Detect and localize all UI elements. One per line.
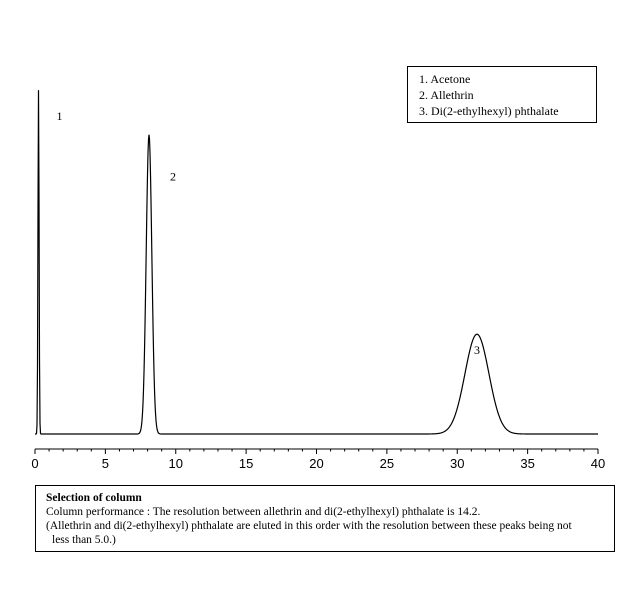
x-tick-label: 30 (450, 456, 464, 471)
x-tick-label: 0 (31, 456, 38, 471)
x-tick-label: 10 (169, 456, 183, 471)
note-line: (Allethrin and di(2-ethylhexyl) phthalat… (46, 520, 572, 532)
x-tick-label: 20 (309, 456, 323, 471)
x-tick-label: 15 (239, 456, 253, 471)
note-title: Selection of column (46, 492, 142, 504)
peak-label: 2 (170, 170, 176, 184)
chromatogram-line (35, 90, 598, 435)
legend-item-allethrin: 2. Allethrin (419, 88, 474, 102)
column-selection-note: Selection of column Column performance :… (35, 485, 615, 552)
x-tick-label: 35 (520, 456, 534, 471)
peak-label: 3 (474, 343, 480, 357)
x-axis: 0 5 10 15 20 25 30 35 40 (31, 448, 605, 471)
note-line: less than 5.0.) (52, 534, 116, 546)
legend-item-acetone: 1. Acetone (419, 72, 471, 86)
peak-label: 1 (57, 109, 63, 123)
chromatogram-trace (35, 90, 598, 435)
legend-item-phthalate: 3. Di(2-ethylhexyl) phthalate (419, 104, 559, 118)
legend: 1. Acetone 2. Allethrin 3. Di(2-ethylhex… (407, 66, 597, 123)
peak-labels: 1 2 3 (57, 109, 480, 357)
x-tick-label: 5 (102, 456, 109, 471)
note-line: Column performance : The resolution betw… (46, 506, 481, 518)
x-tick-label: 25 (380, 456, 394, 471)
x-tick-label: 40 (591, 456, 605, 471)
